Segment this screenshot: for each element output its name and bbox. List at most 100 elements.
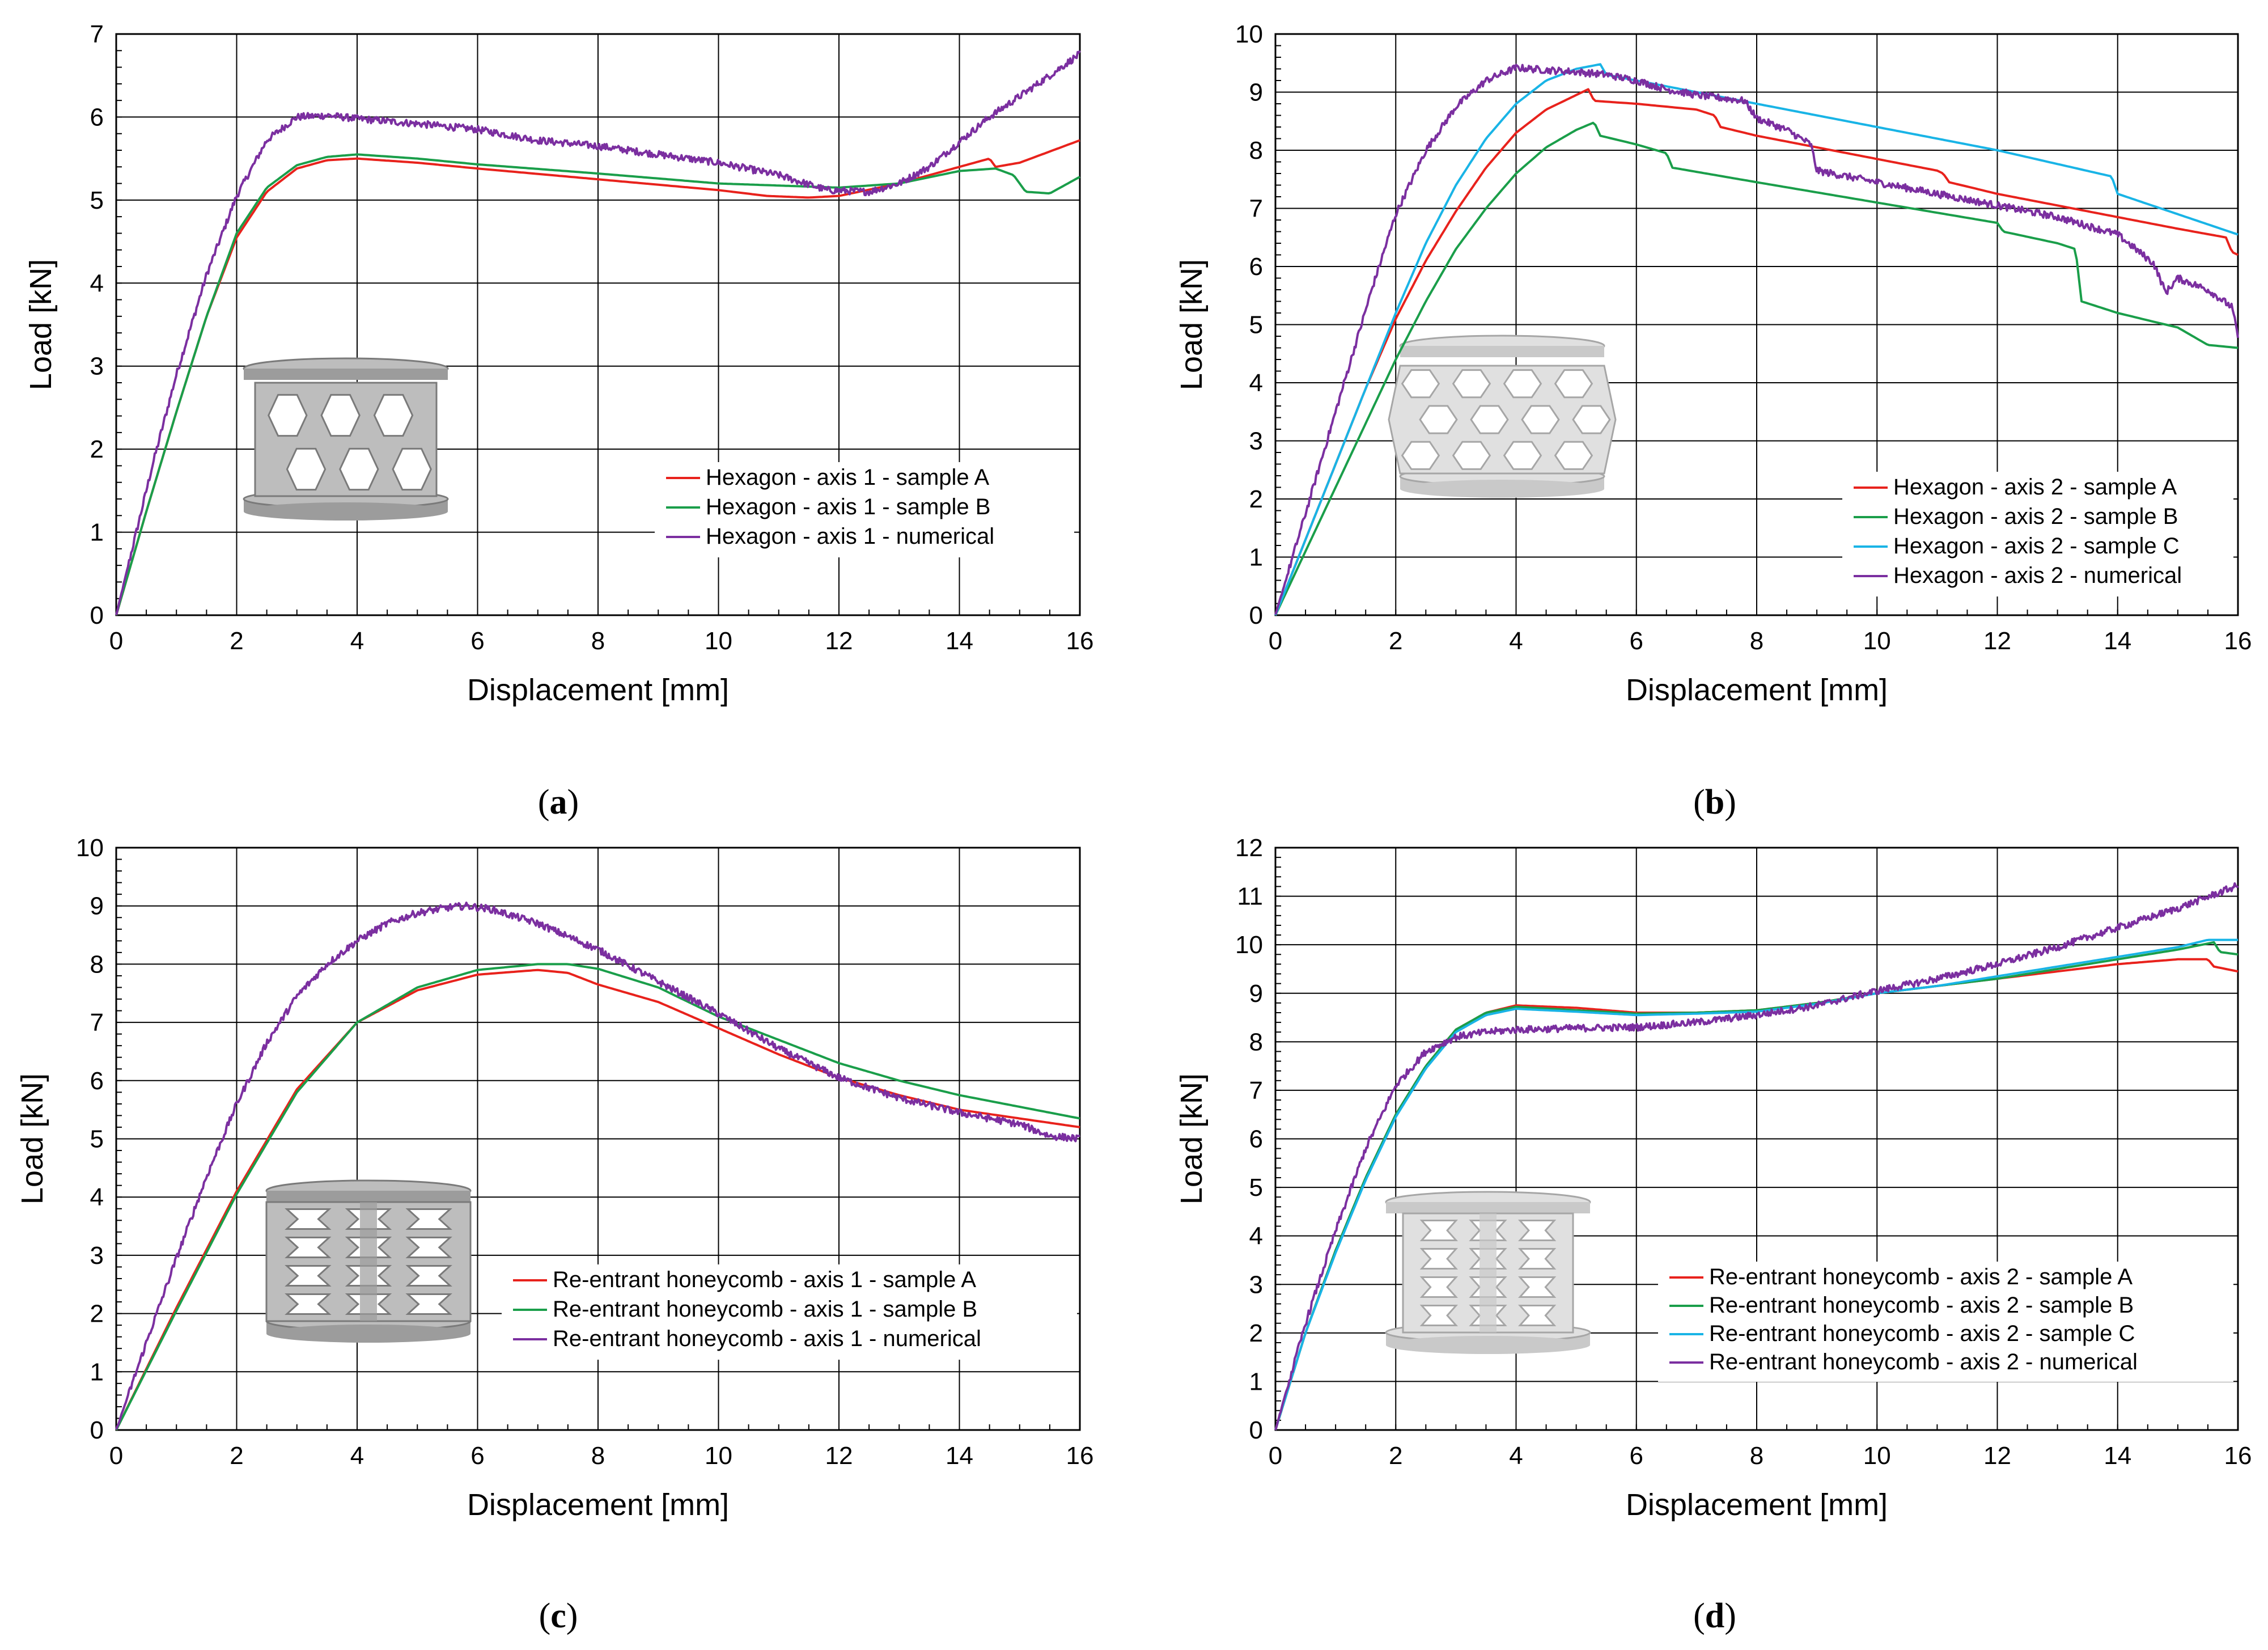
panel-d-reentrant-cell xyxy=(1419,1305,1459,1326)
legend-box xyxy=(1842,472,2233,596)
y-tick-label: 8 xyxy=(90,950,104,978)
y-tick-label: 8 xyxy=(1249,1028,1263,1056)
y-tick-label: 5 xyxy=(90,187,104,214)
caption-close-paren: ) xyxy=(567,783,579,822)
series-line-b-1 xyxy=(1274,88,2239,616)
panel-d-reentrant-cell xyxy=(1517,1276,1557,1298)
legend-box xyxy=(1658,1262,2233,1382)
x-tick-label: 8 xyxy=(1750,627,1763,655)
caption-close-paren: ) xyxy=(1724,783,1736,822)
y-tick-label: 9 xyxy=(1249,79,1263,107)
panel-b-hex-cell xyxy=(1452,441,1491,470)
x-tick-label: 6 xyxy=(1630,627,1643,655)
x-tick-label: 8 xyxy=(1750,1442,1763,1470)
y-tick-label: 10 xyxy=(76,834,104,862)
x-tick-label: 16 xyxy=(1066,627,1094,655)
y-tick-label: 3 xyxy=(1249,1271,1263,1298)
panel-c-reentrant-cell xyxy=(285,1208,332,1230)
caption-open-paren: ( xyxy=(538,783,550,822)
caption-letter: d xyxy=(1705,1597,1724,1635)
x-tick-label: 4 xyxy=(1509,627,1523,655)
x-tick-label: 10 xyxy=(1863,1442,1891,1470)
panel-c-specimen-icon xyxy=(265,1179,472,1343)
plot-frame xyxy=(115,847,1081,1431)
panel-a-hex-cell xyxy=(373,394,414,437)
panel-b-hex-cell xyxy=(1401,441,1440,470)
panel-d-center-strut xyxy=(1480,1213,1497,1332)
y-tick-label: 5 xyxy=(90,1126,104,1153)
y-tick-label: 2 xyxy=(1249,485,1263,513)
legend-label: Re-entrant honeycomb - axis 1 - numerica… xyxy=(553,1326,981,1351)
panel-a-hex-cell xyxy=(392,447,432,491)
y-tick-label: 4 xyxy=(90,1183,104,1211)
panel-caption: (b) xyxy=(1693,783,1736,822)
caption-letter: a xyxy=(550,783,567,822)
x-tick-label: 16 xyxy=(1066,1442,1094,1470)
x-tick-label: 0 xyxy=(109,1442,123,1470)
y-tick-label: 4 xyxy=(1249,369,1263,397)
panel-b-hex-cell xyxy=(1554,441,1593,470)
y-tick-label: 8 xyxy=(1249,137,1263,164)
y-tick-label: 6 xyxy=(1249,1126,1263,1153)
panel-a-hex-cell xyxy=(286,447,327,491)
panel-c-reentrant-cell xyxy=(405,1208,452,1230)
panel-c-reentrant-cell xyxy=(285,1265,332,1287)
panel-b-hex-cell xyxy=(1452,369,1491,399)
y-axis-title: Load [kN] xyxy=(1175,1073,1209,1204)
panel-b-hex-cell xyxy=(1419,405,1458,434)
x-axis-title: Displacement [mm] xyxy=(1626,673,1888,707)
panel-c-reentrant-cell xyxy=(405,1293,452,1315)
series-line-d-2 xyxy=(1274,941,2239,1431)
x-axis-title: Displacement [mm] xyxy=(467,673,729,707)
y-tick-label: 9 xyxy=(90,892,104,920)
legend-box xyxy=(655,462,1074,557)
y-tick-label: 4 xyxy=(1249,1222,1263,1250)
y-tick-label: 11 xyxy=(1237,883,1263,911)
x-tick-label: 0 xyxy=(1269,1442,1282,1470)
series-line-c-2 xyxy=(115,963,1080,1431)
y-tick-label: 0 xyxy=(90,602,104,629)
panel-caption: (d) xyxy=(1693,1597,1736,1635)
legend-label: Re-entrant honeycomb - axis 2 - sample A xyxy=(1709,1264,2133,1289)
panel-c-bottom-plate-rim xyxy=(266,1325,470,1343)
panel-b-hex-cell xyxy=(1470,405,1509,434)
y-tick-label: 7 xyxy=(90,1009,104,1036)
y-tick-label: 12 xyxy=(1235,834,1263,862)
x-tick-label: 10 xyxy=(705,1442,732,1470)
y-tick-label: 6 xyxy=(1249,253,1263,281)
y-tick-label: 2 xyxy=(1249,1319,1263,1347)
panel-c-reentrant-cell xyxy=(405,1265,452,1287)
panel-b-hex-cell xyxy=(1554,369,1593,399)
y-tick-label: 1 xyxy=(1249,544,1263,572)
y-tick-label: 0 xyxy=(90,1416,104,1444)
series-line-a-1 xyxy=(115,139,1080,616)
y-tick-label: 0 xyxy=(1249,602,1263,629)
caption-open-paren: ( xyxy=(539,1597,551,1635)
x-tick-label: 14 xyxy=(2104,627,2131,655)
panel-d-reentrant-cell xyxy=(1517,1220,1557,1241)
plot-frame xyxy=(1274,33,2239,616)
x-tick-label: 8 xyxy=(591,627,605,655)
caption-open-paren: ( xyxy=(1693,783,1705,822)
legend-label: Re-entrant honeycomb - axis 1 - sample A xyxy=(553,1267,976,1292)
panel-d-bottom-plate-rim xyxy=(1386,1336,1590,1354)
caption-letter: b xyxy=(1705,783,1724,822)
y-axis-title: Load [kN] xyxy=(24,259,58,390)
panel-d-reentrant-cell xyxy=(1517,1248,1557,1270)
y-tick-label: 4 xyxy=(90,269,104,297)
x-tick-label: 16 xyxy=(2224,627,2252,655)
y-tick-label: 9 xyxy=(1249,980,1263,1008)
panel-b-specimen-icon xyxy=(1388,335,1617,498)
legend-label: Hexagon - axis 1 - sample A xyxy=(706,465,990,490)
panel-b-hex-cell xyxy=(1503,369,1542,399)
x-tick-label: 10 xyxy=(1863,627,1891,655)
y-tick-label: 7 xyxy=(1249,1077,1263,1105)
x-tick-label: 14 xyxy=(2104,1442,2131,1470)
x-tick-label: 0 xyxy=(109,627,123,655)
x-axis-title: Displacement [mm] xyxy=(1626,1488,1888,1522)
legend-label: Re-entrant honeycomb - axis 1 - sample B xyxy=(553,1297,977,1322)
y-tick-label: 3 xyxy=(1249,428,1263,455)
legend-box xyxy=(502,1264,1077,1360)
